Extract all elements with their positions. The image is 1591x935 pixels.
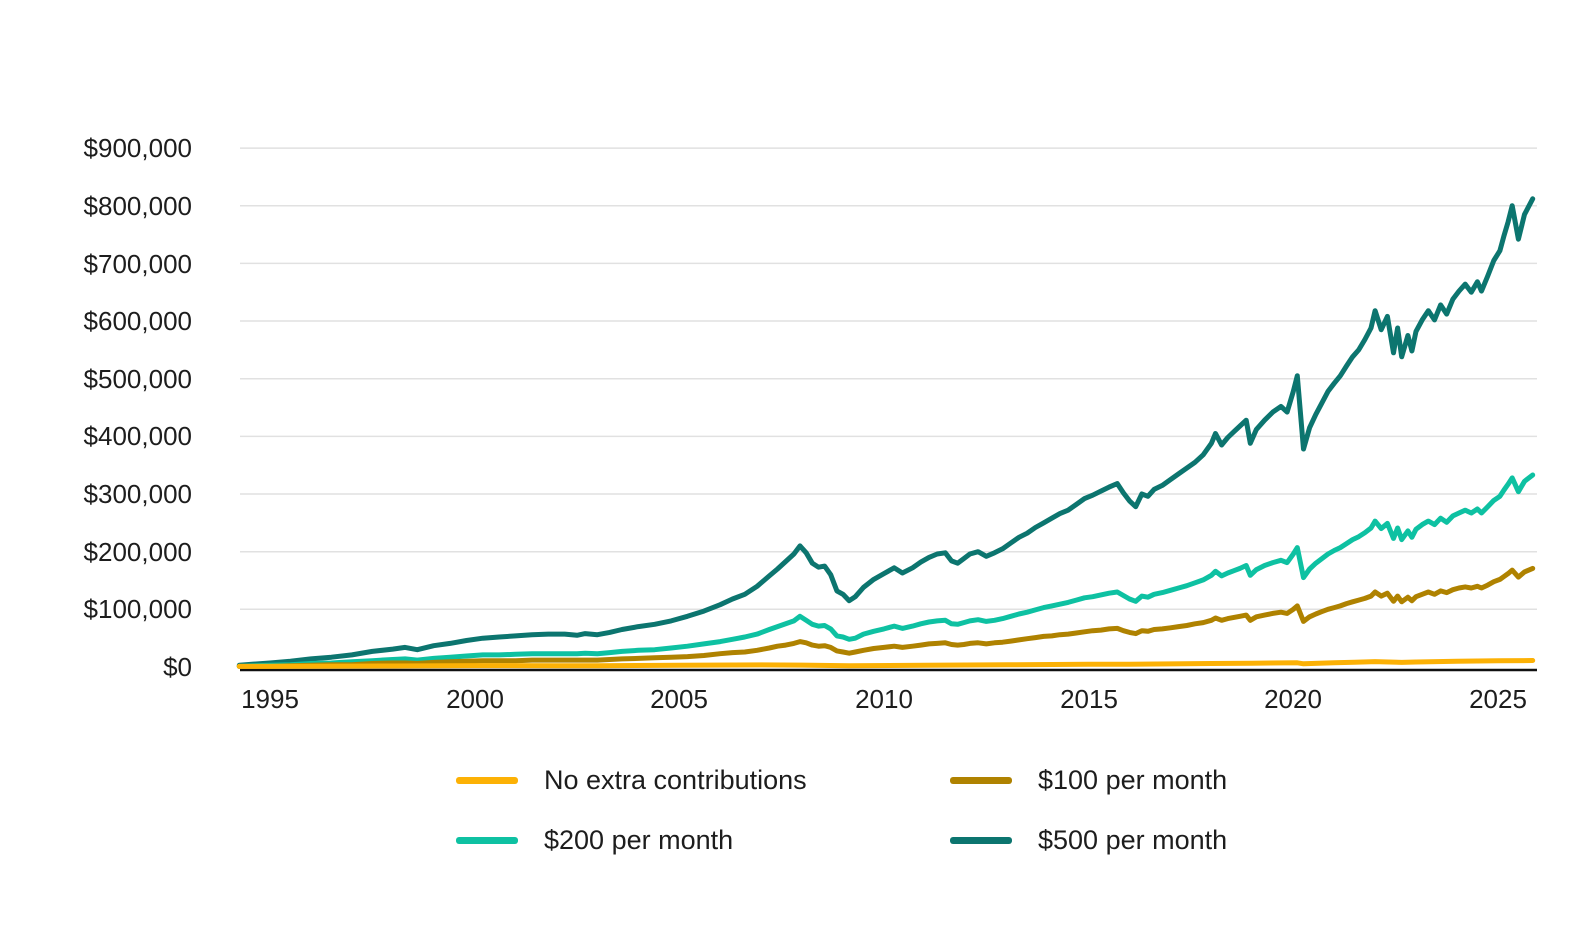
series-line-0: [236, 658, 1536, 669]
series-line-2: [236, 472, 1536, 669]
legend-label: $500 per month: [1038, 825, 1228, 855]
y-axis-tick-label: $900,000: [83, 133, 192, 163]
y-axis-tick-label: $200,000: [83, 537, 192, 567]
y-axis-tick-label: $400,000: [83, 421, 192, 451]
y-axis-tick-label: $600,000: [83, 306, 192, 336]
x-axis-tick-label: 1995: [241, 684, 299, 714]
y-axis-tick-label: $800,000: [83, 191, 192, 221]
legend-swatch-200-per-month: [456, 836, 518, 844]
legend-label: $200 per month: [544, 825, 734, 855]
x-axis-tick-label: 2020: [1264, 684, 1322, 714]
legend-swatch-no-extra-contributions: [456, 776, 518, 784]
legend-item-200-per-month: $200 per month: [456, 825, 733, 855]
legend-swatch-100-per-month: [950, 776, 1012, 784]
legend-item-100-per-month: $100 per month: [950, 765, 1227, 795]
legend-item-no-extra-contributions: No extra contributions: [456, 765, 807, 795]
series-line-3: [236, 196, 1536, 668]
series-line-1: [236, 565, 1536, 669]
x-axis-tick-label: 2015: [1060, 684, 1118, 714]
legend-label: No extra contributions: [544, 765, 807, 795]
y-axis-tick-label: $500,000: [83, 364, 192, 394]
x-axis-tick-label: 2025: [1469, 684, 1527, 714]
x-axis-tick-label: 2010: [855, 684, 913, 714]
legend-swatch-500-per-month: [950, 836, 1012, 844]
legend-label: $100 per month: [1038, 765, 1228, 795]
legend-item-500-per-month: $500 per month: [950, 825, 1227, 855]
y-axis-tick-label: $300,000: [83, 479, 192, 509]
y-axis-tick-label: $700,000: [83, 249, 192, 279]
x-axis-tick-label: 2005: [650, 684, 708, 714]
x-axis-tick-label: 2000: [446, 684, 504, 714]
y-axis-tick-label: $100,000: [83, 594, 192, 624]
y-axis-tick-label: $0: [163, 652, 192, 682]
